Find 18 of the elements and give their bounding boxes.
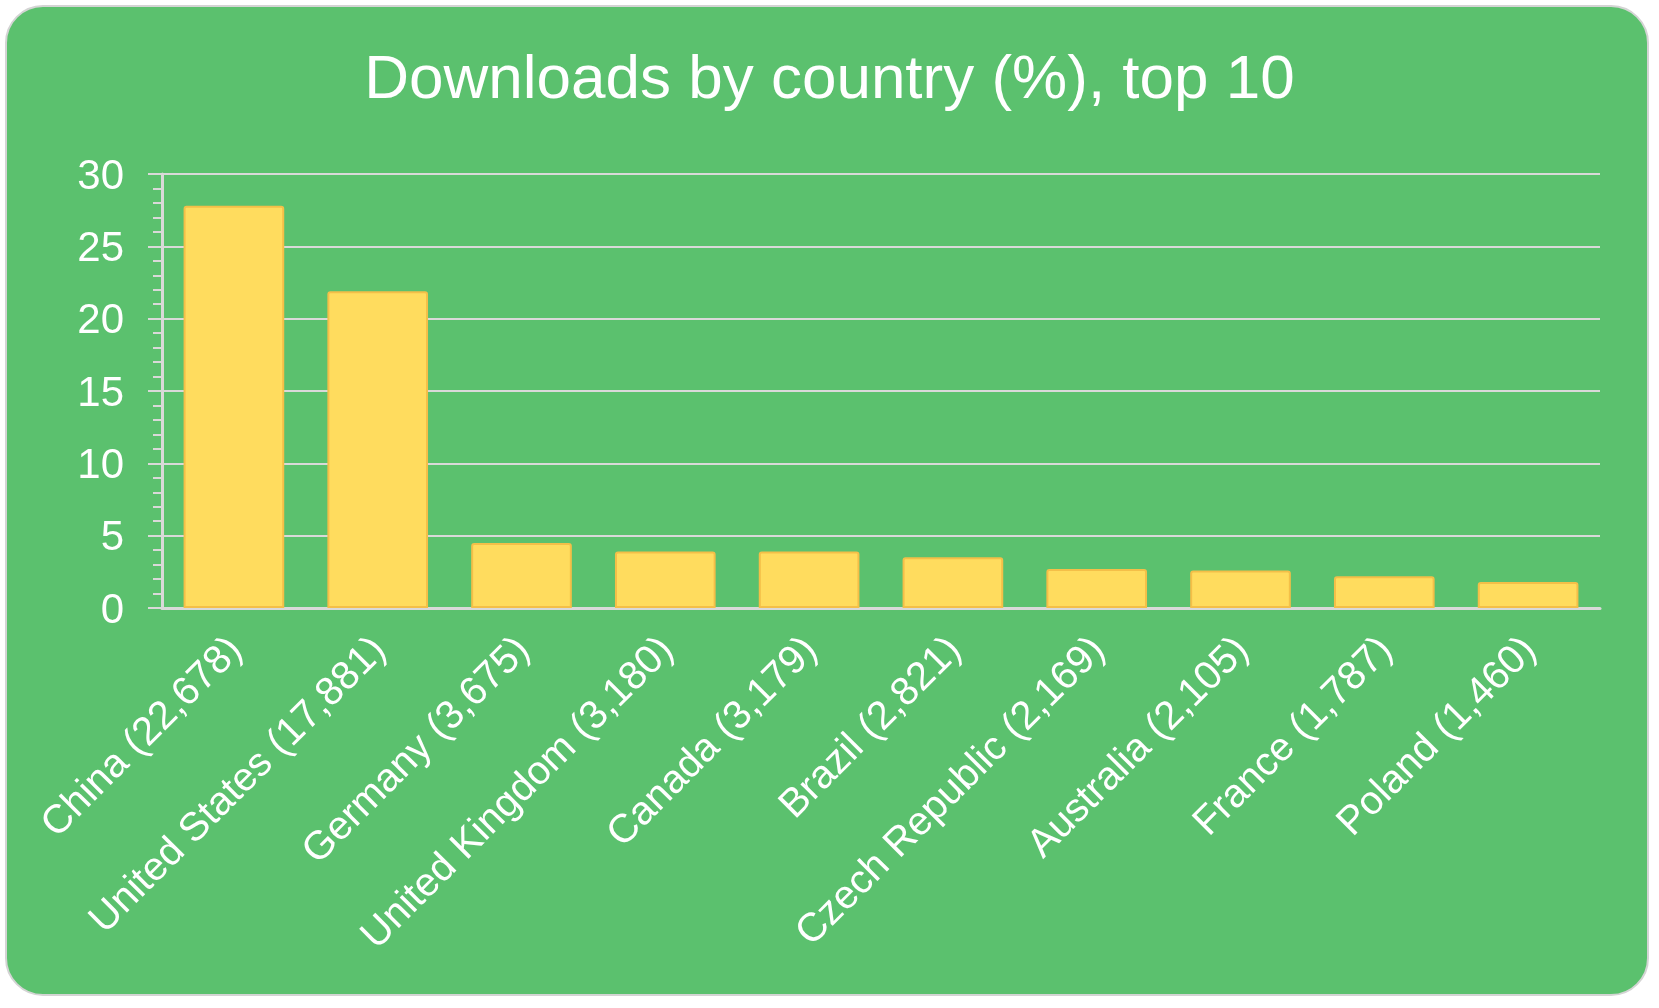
bar [471,542,572,608]
bar [183,205,285,608]
y-tick-label: 20 [77,295,124,343]
y-tick-label: 10 [77,439,124,487]
bar [902,557,1004,608]
bar [1477,581,1579,608]
bar [1190,570,1291,608]
y-tick-label: 5 [100,512,124,560]
bar [327,291,429,608]
y-tick-label: 30 [77,150,124,198]
y-tick-label: 15 [77,367,124,415]
bar [1333,576,1435,608]
bar [614,551,716,608]
y-tick-label: 0 [100,584,124,632]
y-tick-label: 25 [77,222,124,270]
chart-title: Downloads by country (%), top 10 [364,41,1295,111]
bar [758,551,860,608]
bar [1046,568,1148,608]
